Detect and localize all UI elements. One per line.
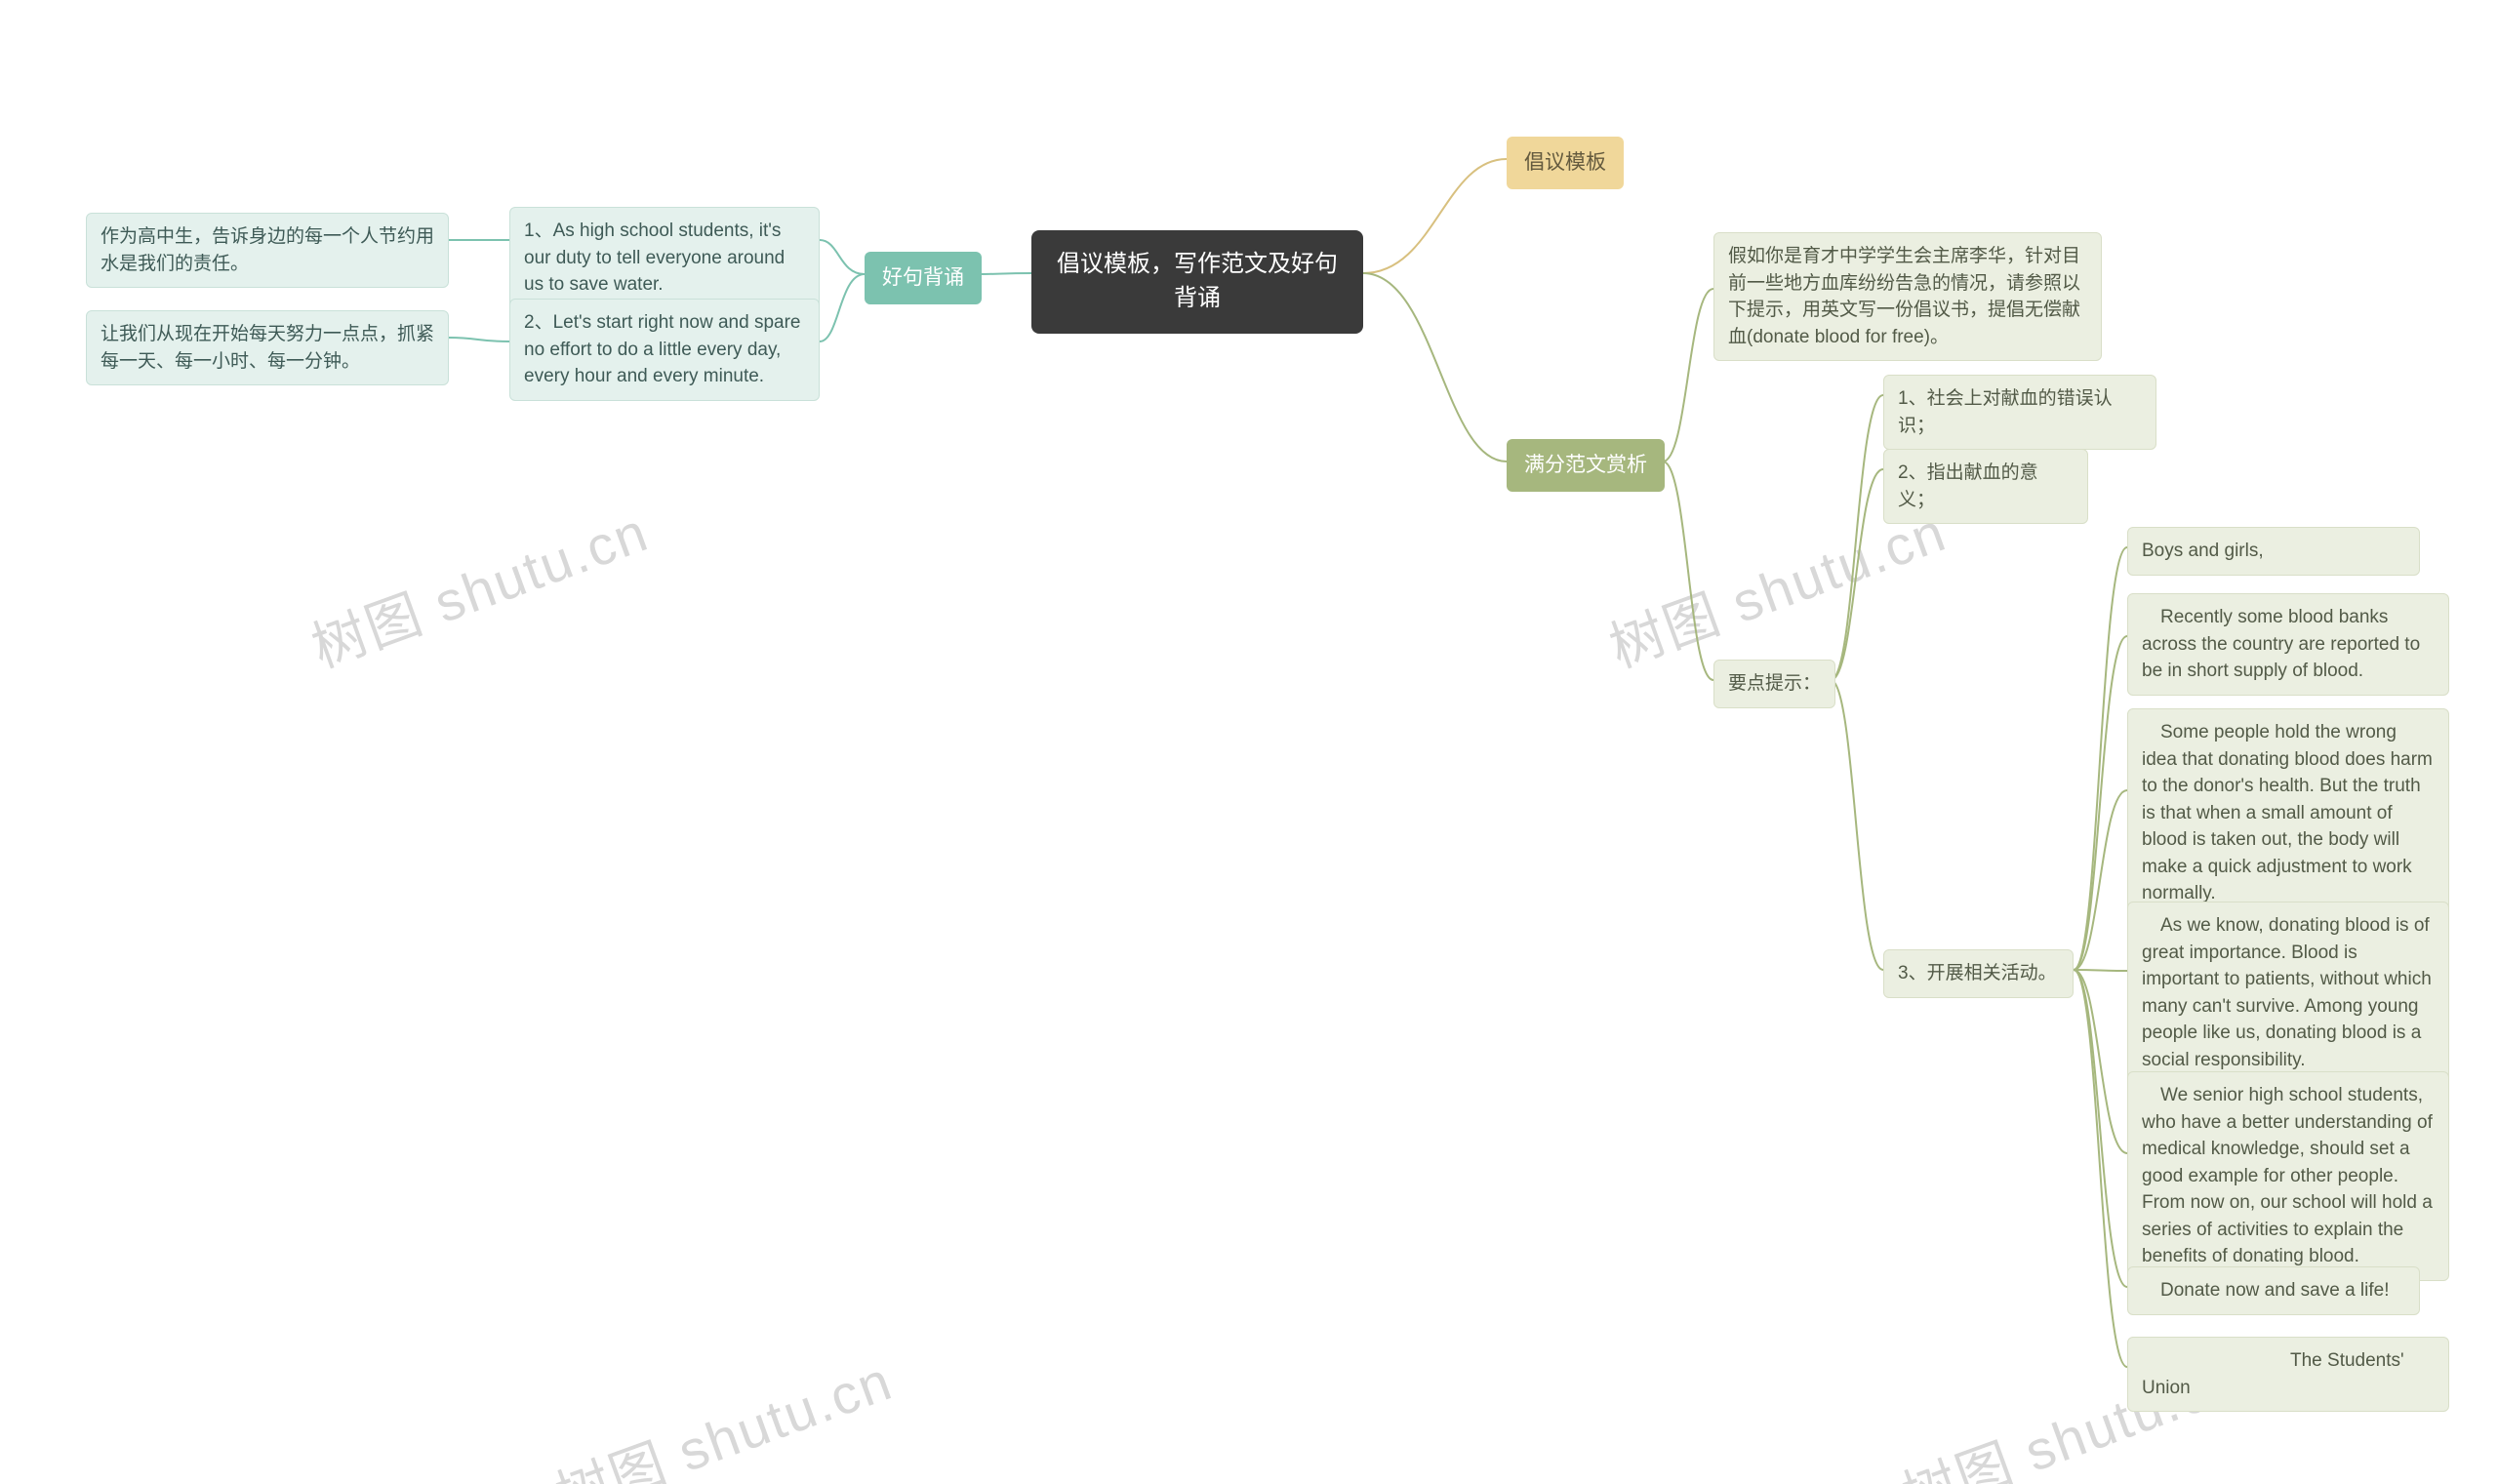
watermark: 树图 shutu.cn <box>300 489 658 684</box>
essay-para-0[interactable]: Boys and girls, <box>2127 527 2420 576</box>
essay-para-1[interactable]: Recently some blood banks across the cou… <box>2127 593 2449 696</box>
sentence-zh-2[interactable]: 让我们从现在开始每天努力一点点，抓紧每一天、每一小时、每一分钟。 <box>86 310 449 385</box>
essay-para-5[interactable]: Donate now and save a life! <box>2127 1266 2420 1315</box>
essay-para-6[interactable]: The Students' Union <box>2127 1337 2449 1412</box>
scenario-intro[interactable]: 假如你是育才中学学生会主席李华，针对目前一些地方血库纷纷告急的情况，请参照以下提… <box>1713 232 2102 361</box>
sentence-en-1[interactable]: 1、As high school students, it's our duty… <box>509 207 820 309</box>
root-node[interactable]: 倡议模板，写作范文及好句背诵 <box>1031 230 1363 334</box>
sentence-en-2[interactable]: 2、Let's start right now and spare no eff… <box>509 299 820 401</box>
tip-3[interactable]: 3、开展相关活动。 <box>1883 949 2074 998</box>
tip-2[interactable]: 2、指出献血的意义； <box>1883 449 2088 524</box>
watermark: 树图 shutu.cn <box>544 1338 902 1484</box>
sentence-zh-1[interactable]: 作为高中生，告诉身边的每一个人节约用水是我们的责任。 <box>86 213 449 288</box>
branch-template[interactable]: 倡议模板 <box>1507 137 1624 189</box>
tip-1[interactable]: 1、社会上对献血的错误认识； <box>1883 375 2156 450</box>
tips-label[interactable]: 要点提示： <box>1713 660 1835 708</box>
essay-para-4[interactable]: We senior high school students, who have… <box>2127 1071 2449 1281</box>
mindmap-canvas: 树图 shutu.cn 树图 shutu.cn 树图 shutu.cn 树图 s… <box>0 0 2498 1484</box>
branch-model-essay[interactable]: 满分范文赏析 <box>1507 439 1665 492</box>
branch-good-sentences[interactable]: 好句背诵 <box>865 252 982 304</box>
essay-para-2[interactable]: Some people hold the wrong idea that don… <box>2127 708 2449 918</box>
essay-para-3[interactable]: As we know, donating blood is of great i… <box>2127 902 2449 1084</box>
